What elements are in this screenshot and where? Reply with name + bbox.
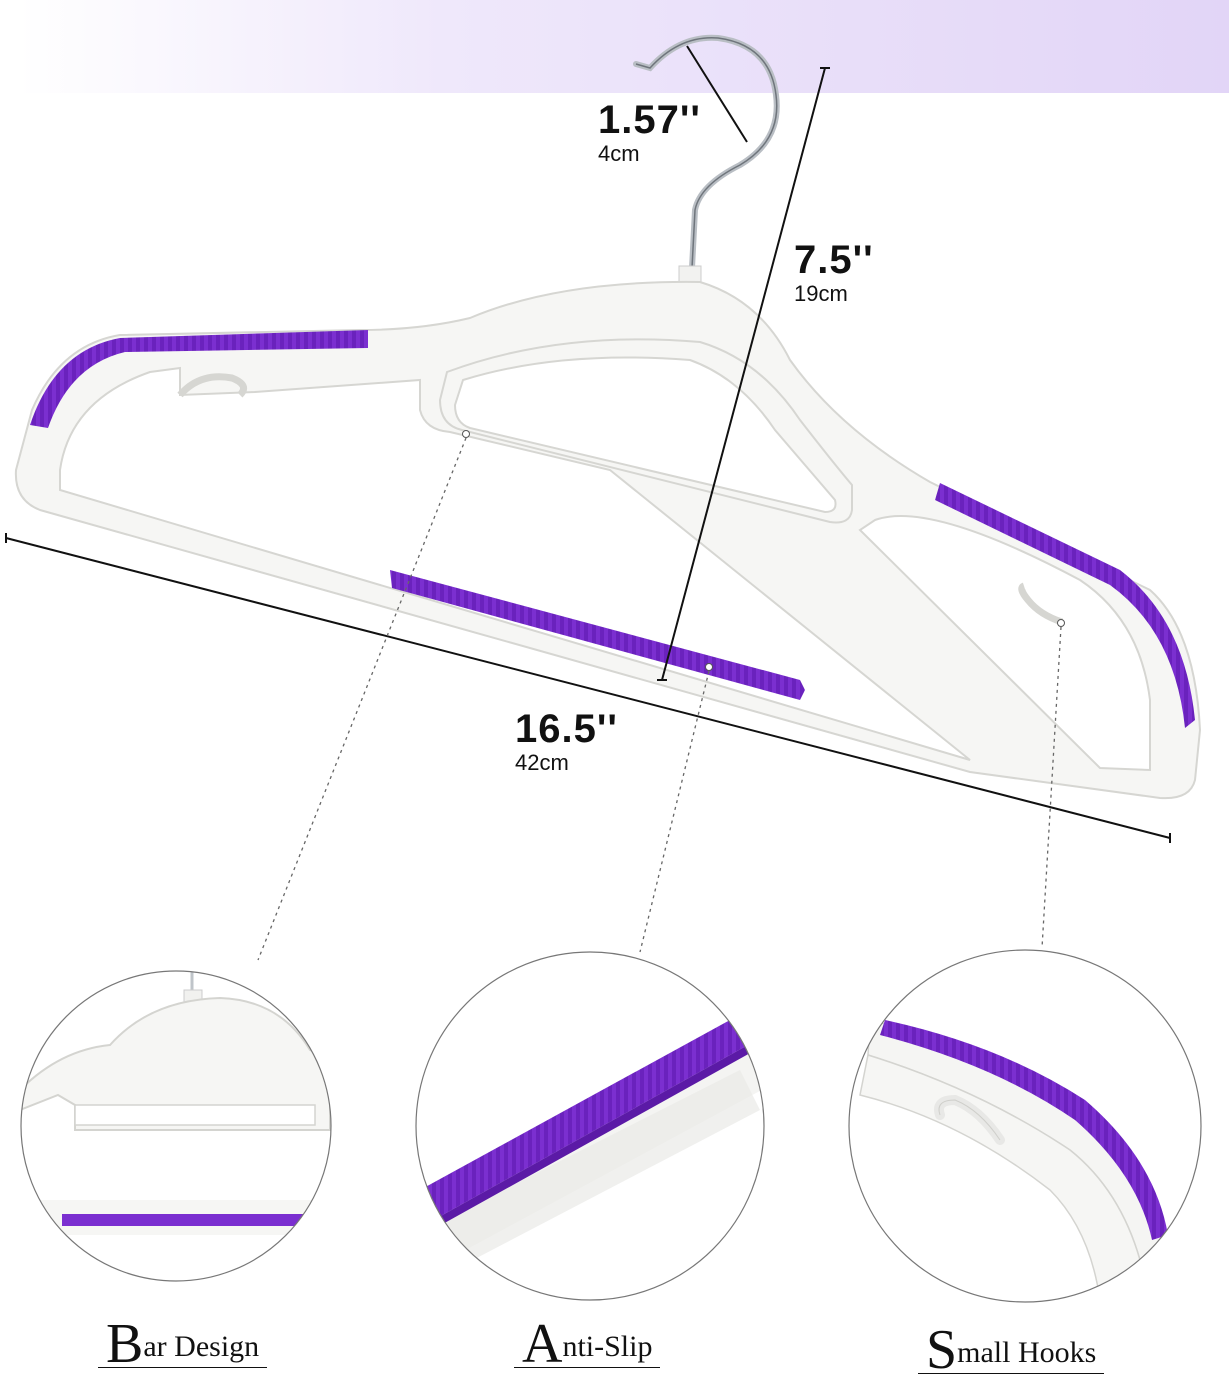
caption-bar-design: Bar Design bbox=[98, 1312, 268, 1376]
hook-dimension-line bbox=[686, 45, 748, 143]
height-dimension-inch: 7.5'' bbox=[794, 238, 874, 282]
length-dimension-inch: 16.5'' bbox=[515, 707, 618, 751]
detail-anti-slip bbox=[416, 952, 764, 1300]
anti-slip-bar bbox=[390, 570, 805, 700]
anti-slip-strip-left bbox=[30, 330, 368, 428]
caption-anti-slip-text: nti-Slip bbox=[562, 1330, 653, 1363]
caption-bar-design-text: ar Design bbox=[143, 1330, 260, 1363]
detail-small-hooks bbox=[849, 950, 1201, 1302]
height-dimension-label: 7.5'' 19cm bbox=[794, 238, 874, 306]
height-dimension-cm: 19cm bbox=[794, 281, 848, 306]
small-hook-left bbox=[177, 373, 248, 398]
length-dimension-line bbox=[5, 537, 1171, 839]
callout-line-anti-slip bbox=[639, 670, 710, 953]
anti-slip-strip-right bbox=[935, 483, 1195, 728]
caption-bar-design-initial: B bbox=[106, 1313, 144, 1375]
caption-anti-slip: Anti-Slip bbox=[514, 1312, 661, 1376]
small-hook-right bbox=[1018, 582, 1064, 626]
hook-dimension-cm: 4cm bbox=[598, 141, 640, 166]
hook-dimension-label: 1.57'' 4cm bbox=[598, 98, 701, 166]
length-dimension-label: 16.5'' 42cm bbox=[515, 707, 618, 775]
caption-underline bbox=[514, 1367, 661, 1368]
hook-dimension-inch: 1.57'' bbox=[598, 98, 701, 142]
caption-small-hooks-text: mall Hooks bbox=[957, 1336, 1097, 1369]
caption-small-hooks: Small Hooks bbox=[918, 1318, 1105, 1382]
caption-small-hooks-initial: S bbox=[926, 1319, 958, 1381]
detail-bar-design bbox=[21, 971, 331, 1281]
top-gradient-band bbox=[18, 0, 1229, 93]
callout-line-bar bbox=[257, 437, 467, 961]
caption-underline bbox=[98, 1367, 268, 1368]
caption-underline bbox=[918, 1373, 1105, 1374]
length-dimension-cm: 42cm bbox=[515, 750, 569, 775]
caption-anti-slip-initial: A bbox=[522, 1313, 563, 1375]
callout-line-small-hooks bbox=[1041, 626, 1062, 949]
height-dimension-line bbox=[661, 67, 826, 681]
